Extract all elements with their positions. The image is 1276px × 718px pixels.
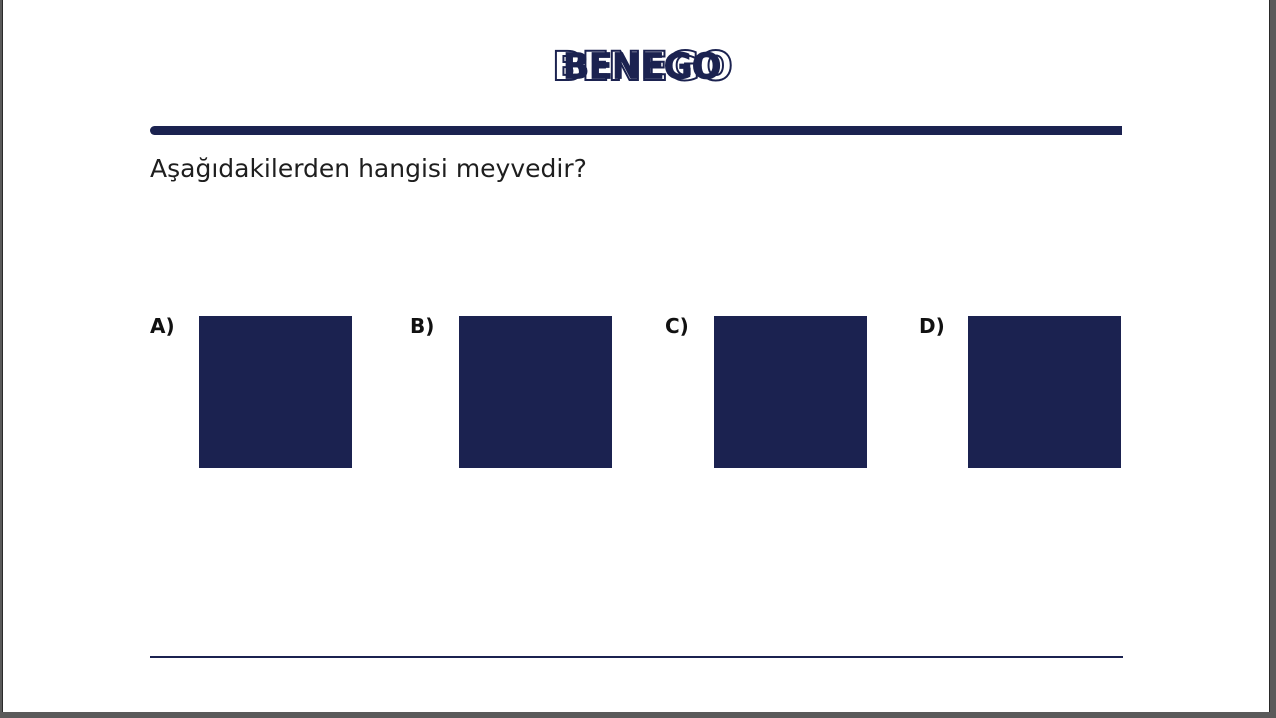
question-text: Aşağıdakilerden hangisi meyvedir? <box>150 154 587 183</box>
option-d-label[interactable]: D) <box>919 314 945 338</box>
option-b-image[interactable] <box>459 316 612 468</box>
logo-text: BENEGO <box>551 42 733 92</box>
option-d-image[interactable] <box>968 316 1121 468</box>
option-a-image[interactable] <box>199 316 352 468</box>
option-a-label[interactable]: A) <box>150 314 175 338</box>
option-c-label[interactable]: C) <box>665 314 689 338</box>
footer-divider <box>150 656 1123 658</box>
benego-logo: BENEGO <box>549 42 735 92</box>
option-c-image[interactable] <box>714 316 867 468</box>
option-b-label[interactable]: B) <box>410 314 435 338</box>
header-divider <box>150 126 1122 135</box>
